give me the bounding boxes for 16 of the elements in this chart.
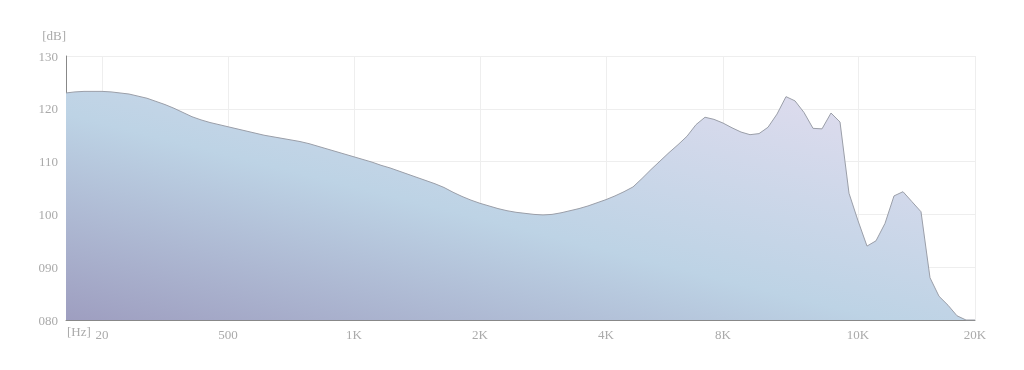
x-tick-label: 4K bbox=[598, 327, 615, 342]
x-tick-label: 2K bbox=[472, 327, 489, 342]
y-tick-label: 110 bbox=[38, 154, 58, 170]
y-tick-label: 120 bbox=[38, 101, 58, 117]
y-tick-label: 100 bbox=[38, 206, 58, 222]
x-tick-label: 20 bbox=[95, 327, 109, 342]
x-axis-title: [Hz] bbox=[67, 324, 91, 339]
x-tick-label: 500 bbox=[218, 327, 238, 342]
y-tick-label: 080 bbox=[38, 312, 58, 328]
x-tick-label: 20K bbox=[963, 327, 987, 342]
x-tick-label: 10K bbox=[846, 327, 870, 342]
x-tick-label: 1K bbox=[346, 327, 363, 342]
y-tick-label: 090 bbox=[38, 259, 58, 275]
y-tick-label: 130 bbox=[38, 48, 58, 64]
x-tick-label: 8K bbox=[715, 327, 732, 342]
y-axis-title: [dB] bbox=[42, 28, 66, 43]
